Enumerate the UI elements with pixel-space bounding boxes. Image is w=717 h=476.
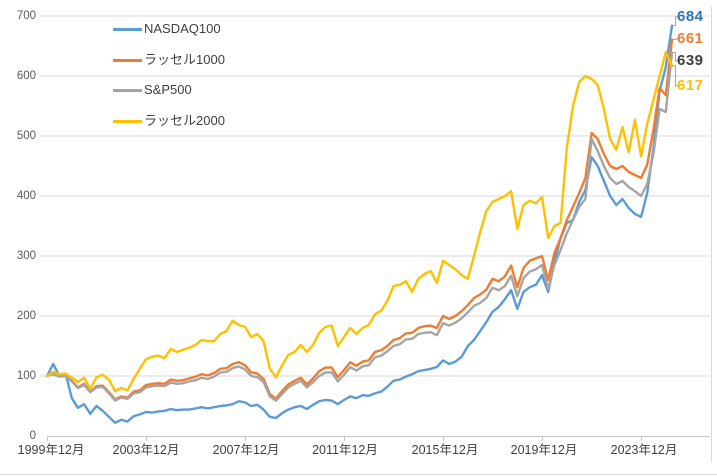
y-tick-label: 200 [16, 310, 36, 322]
x-tick-label: 2015年12月 [411, 443, 479, 457]
x-tick-label: 2003年12月 [112, 443, 180, 457]
x-tick-label: 1999年12月 [17, 443, 85, 457]
end-value-label-russell2000: 617 [677, 77, 704, 94]
y-tick-label: 400 [16, 190, 36, 202]
legend-item-russell2000: ラッセル2000 [113, 113, 225, 129]
legend-label: ラッセル1000 [144, 52, 225, 67]
legend-line-sample-russell1000 [113, 58, 142, 62]
legend-line-sample-russell2000 [113, 119, 142, 123]
y-tick-label: 300 [16, 250, 36, 262]
legend-label: S&P500 [144, 82, 192, 97]
legend-item-russell1000: ラッセル1000 [113, 52, 225, 68]
end-value-label-nasdaq100: 684 [677, 8, 704, 25]
legend-item-sp500: S&P500 [113, 82, 192, 98]
y-tick-label: 100 [16, 370, 36, 382]
legend-label: ラッセル2000 [144, 113, 225, 128]
x-tick-label: 2007年12月 [212, 443, 280, 457]
legend-line-sample-nasdaq100 [113, 27, 142, 31]
y-tick-label: 700 [16, 10, 36, 22]
x-tick-label: 2011年12月 [312, 443, 378, 457]
legend-item-nasdaq100: NASDAQ100 [113, 21, 221, 37]
x-tick-label: 2023年12月 [610, 443, 678, 457]
y-tick-label: 0 [29, 430, 36, 442]
x-tick-label: 2019年12月 [510, 443, 578, 457]
end-value-label-russell1000: 661 [677, 30, 704, 47]
legend-label: NASDAQ100 [144, 21, 221, 36]
legend-line-sample-sp500 [113, 88, 142, 92]
end-value-label-sp500: 639 [677, 52, 704, 69]
y-tick-label: 500 [16, 130, 36, 142]
y-tick-label: 600 [16, 70, 36, 82]
